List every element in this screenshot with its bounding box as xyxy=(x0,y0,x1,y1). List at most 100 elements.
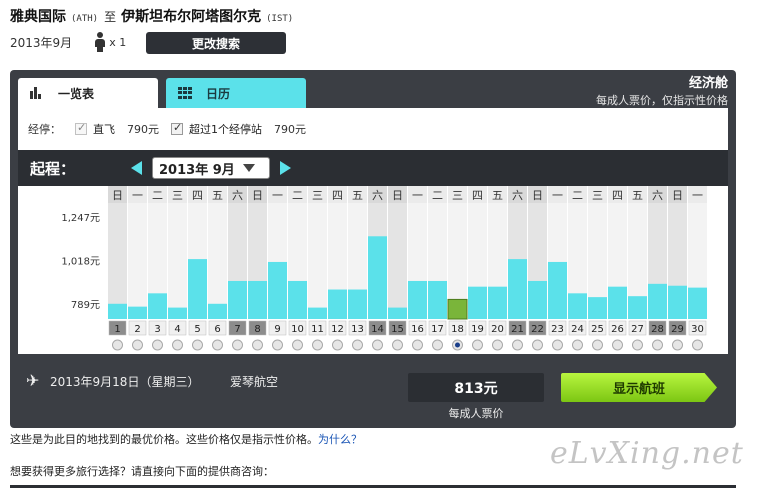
day-radio[interactable] xyxy=(412,339,423,351)
price-bar[interactable] xyxy=(108,303,127,319)
day-radio[interactable] xyxy=(152,339,163,351)
day-radio[interactable] xyxy=(372,339,383,351)
price-bar[interactable] xyxy=(208,303,227,319)
previous-month-arrow-icon[interactable] xyxy=(131,161,143,175)
person-icon xyxy=(94,32,106,52)
day-radio[interactable] xyxy=(632,339,643,351)
price-bar[interactable] xyxy=(648,283,667,319)
day-radio[interactable] xyxy=(552,339,563,351)
day-radio[interactable] xyxy=(192,339,203,351)
day-number-label: 10 xyxy=(291,324,304,335)
column-band xyxy=(108,203,127,319)
price-bar[interactable] xyxy=(308,307,327,319)
day-radio[interactable] xyxy=(672,339,683,351)
day-number-cell xyxy=(288,320,307,336)
weekday-cell xyxy=(128,186,147,203)
day-radio[interactable] xyxy=(272,339,283,351)
price-bar[interactable] xyxy=(168,307,187,319)
price-bar[interactable] xyxy=(268,261,287,319)
day-number-label: 17 xyxy=(431,324,444,335)
day-number-label: 14 xyxy=(371,324,384,335)
price-bar[interactable] xyxy=(488,286,507,319)
day-number-label: 4 xyxy=(174,324,180,335)
price-bar[interactable] xyxy=(628,296,647,319)
selection-summary: ✈ 2013年9月18日（星期三） 爱琴航空 813元 每成人票价 显示航班 xyxy=(10,354,736,428)
day-number-label: 23 xyxy=(551,324,564,335)
day-radio[interactable] xyxy=(132,339,143,351)
day-radio[interactable] xyxy=(492,339,503,351)
price-bar[interactable] xyxy=(288,280,307,319)
day-radio[interactable] xyxy=(212,339,223,351)
price-bar[interactable] xyxy=(408,280,427,319)
day-radio[interactable] xyxy=(112,339,123,351)
price-bar[interactable] xyxy=(447,298,468,320)
price-bar[interactable] xyxy=(328,289,347,319)
tab-overview[interactable]: 一览表 xyxy=(18,78,158,108)
day-radio[interactable] xyxy=(252,339,263,351)
day-number-label: 13 xyxy=(351,324,364,335)
show-flights-button[interactable]: 显示航班 xyxy=(561,373,717,402)
weekday-label: 日 xyxy=(392,189,403,202)
day-number-cell xyxy=(668,320,687,336)
price-bar[interactable] xyxy=(588,297,607,319)
day-radio[interactable] xyxy=(592,339,603,351)
price-bar[interactable] xyxy=(368,236,387,319)
price-bar[interactable] xyxy=(248,280,267,319)
tab-calendar[interactable]: 日历 xyxy=(166,78,306,108)
change-search-button[interactable]: 更改搜索 xyxy=(146,32,286,54)
weekday-cell xyxy=(428,186,447,203)
day-number-cell xyxy=(128,320,147,336)
day-number-label: 3 xyxy=(154,324,160,335)
price-bar[interactable] xyxy=(348,289,367,319)
price-bar[interactable] xyxy=(468,286,487,319)
calendar-grid-icon xyxy=(178,87,192,99)
why-link[interactable]: 为什么？ xyxy=(318,433,362,446)
day-radio[interactable] xyxy=(332,339,343,351)
price-bar[interactable] xyxy=(428,280,447,319)
price-bar[interactable] xyxy=(188,259,207,319)
price-bar[interactable] xyxy=(128,306,147,319)
price-bar[interactable] xyxy=(608,286,627,319)
price-bar[interactable] xyxy=(668,285,687,319)
day-radio[interactable] xyxy=(312,339,323,351)
weekday-cell xyxy=(448,186,467,203)
day-radio[interactable] xyxy=(512,339,523,351)
day-radio[interactable] xyxy=(572,339,583,351)
day-radio[interactable] xyxy=(692,339,703,351)
price-bar[interactable] xyxy=(228,280,247,319)
column-band xyxy=(568,203,587,319)
price-bar[interactable] xyxy=(528,280,547,319)
day-radio[interactable] xyxy=(172,339,183,351)
day-radio[interactable] xyxy=(352,339,363,351)
day-radio[interactable] xyxy=(232,339,243,351)
weekday-label: 日 xyxy=(252,189,263,202)
day-radio[interactable] xyxy=(392,339,403,351)
day-radio[interactable] xyxy=(532,339,543,351)
weekday-cell xyxy=(288,186,307,203)
day-radio[interactable] xyxy=(292,339,303,351)
price-bar[interactable] xyxy=(508,259,527,319)
day-number-label: 12 xyxy=(331,324,344,335)
y-tick-label: 789元 xyxy=(71,300,100,311)
next-month-arrow-icon[interactable] xyxy=(280,161,292,175)
direct-checkbox[interactable] xyxy=(75,121,87,135)
day-number-cell xyxy=(188,320,207,336)
tab-calendar-label: 日历 xyxy=(206,86,231,101)
day-radio[interactable] xyxy=(432,339,443,351)
divider xyxy=(10,485,736,488)
price-bar[interactable] xyxy=(148,293,167,319)
weekday-cell xyxy=(608,186,627,203)
departure-month-bar: 起程： 2013年 9月 xyxy=(18,150,728,186)
day-radio[interactable] xyxy=(652,339,663,351)
price-bar[interactable] xyxy=(568,293,587,319)
month-select[interactable]: 2013年 9月 xyxy=(152,157,271,179)
multi-stop-checkbox[interactable] xyxy=(171,121,183,135)
day-radio[interactable] xyxy=(612,339,623,351)
day-number-label: 8 xyxy=(254,324,260,335)
price-bar[interactable] xyxy=(388,307,407,319)
price-bar[interactable] xyxy=(548,261,567,319)
day-number-cell xyxy=(688,320,707,336)
column-band xyxy=(588,203,607,319)
day-radio[interactable] xyxy=(472,339,483,351)
price-bar[interactable] xyxy=(688,287,707,319)
